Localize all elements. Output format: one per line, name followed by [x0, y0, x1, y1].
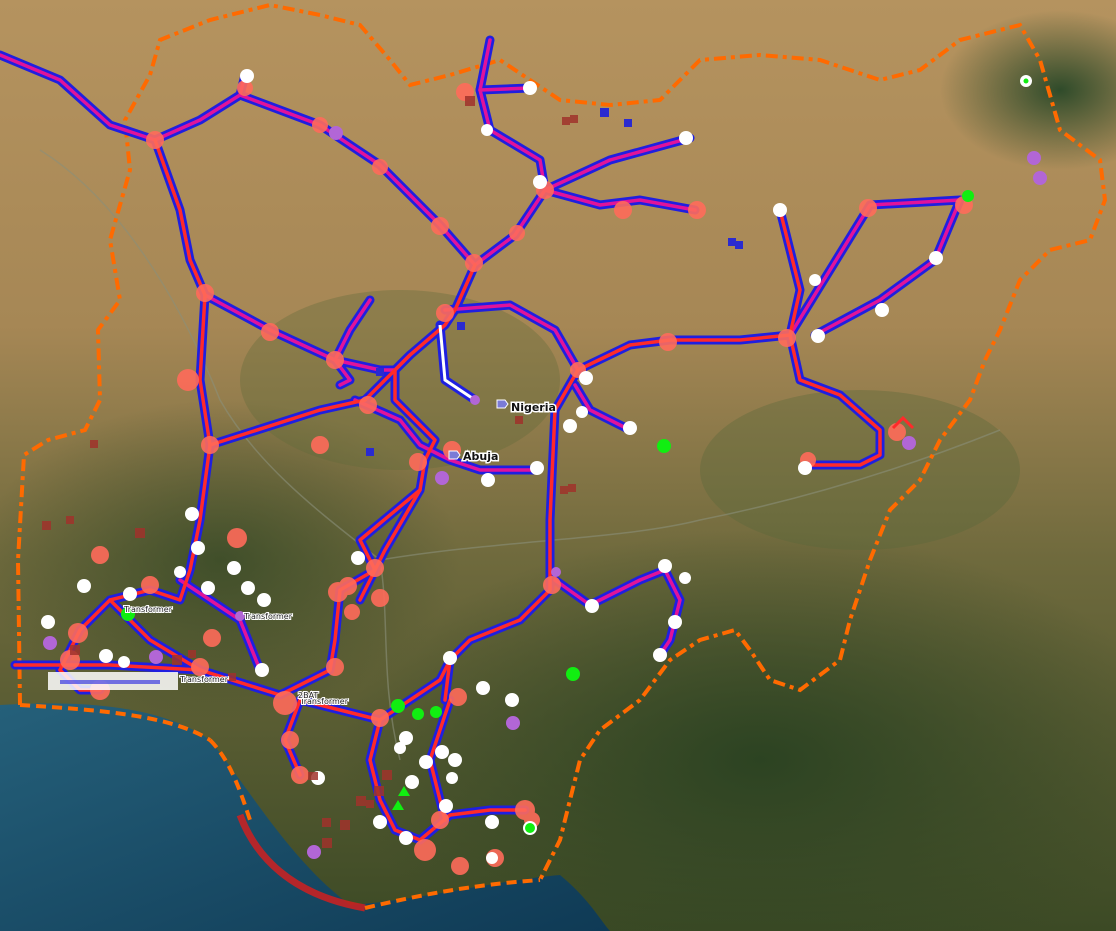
plant-markers-brown — [42, 96, 578, 848]
southern-coast-boundary — [364, 878, 541, 910]
line-endpoints — [41, 69, 943, 864]
national-border — [15, 2, 1108, 881]
transformer-label: Transformer — [179, 675, 229, 684]
station-code-label: 2BAT — [298, 691, 318, 700]
coastal-boundary — [208, 738, 252, 821]
transformer-label: Transformer — [123, 605, 173, 614]
coast-highlight — [236, 813, 366, 912]
river-benue — [379, 429, 1001, 561]
transformer-label: Transformer — [243, 612, 293, 621]
station-ticks — [891, 415, 915, 430]
city-pin-icon — [448, 450, 461, 460]
green-markers — [121, 190, 974, 833]
atlantic-ocean — [0, 703, 610, 931]
western-coast-boundary — [19, 703, 212, 742]
white-line-segment — [438, 324, 476, 402]
city-marker-nigeria[interactable]: Nigeria — [496, 399, 557, 416]
transformer-label: Transformer — [299, 697, 349, 706]
capital-label: Abuja — [463, 450, 498, 463]
country-label: Nigeria — [511, 401, 556, 414]
eastern-savanna — [700, 390, 1020, 550]
purple-markers — [43, 126, 1047, 859]
lake-chad-wetland — [940, 10, 1116, 170]
city-pin-icon — [496, 399, 509, 409]
city-marker-abuja[interactable]: Abuja — [448, 449, 500, 465]
river-niger — [39, 149, 401, 761]
central-savanna — [240, 290, 560, 470]
renewable-triangle — [398, 786, 410, 796]
plant-markers-blue — [366, 108, 743, 456]
substations — [60, 80, 973, 875]
western-forest — [0, 400, 460, 720]
